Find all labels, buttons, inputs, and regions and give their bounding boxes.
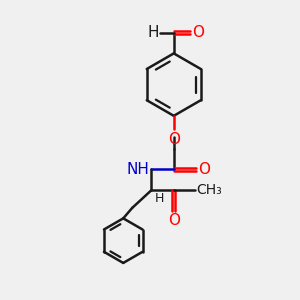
Text: NH: NH [126,162,149,177]
Text: H: H [154,192,164,205]
Text: O: O [168,213,180,228]
Text: O: O [168,132,180,147]
Text: O: O [198,162,210,177]
Text: CH₃: CH₃ [196,183,222,197]
Text: H: H [147,25,159,40]
Text: O: O [193,25,205,40]
